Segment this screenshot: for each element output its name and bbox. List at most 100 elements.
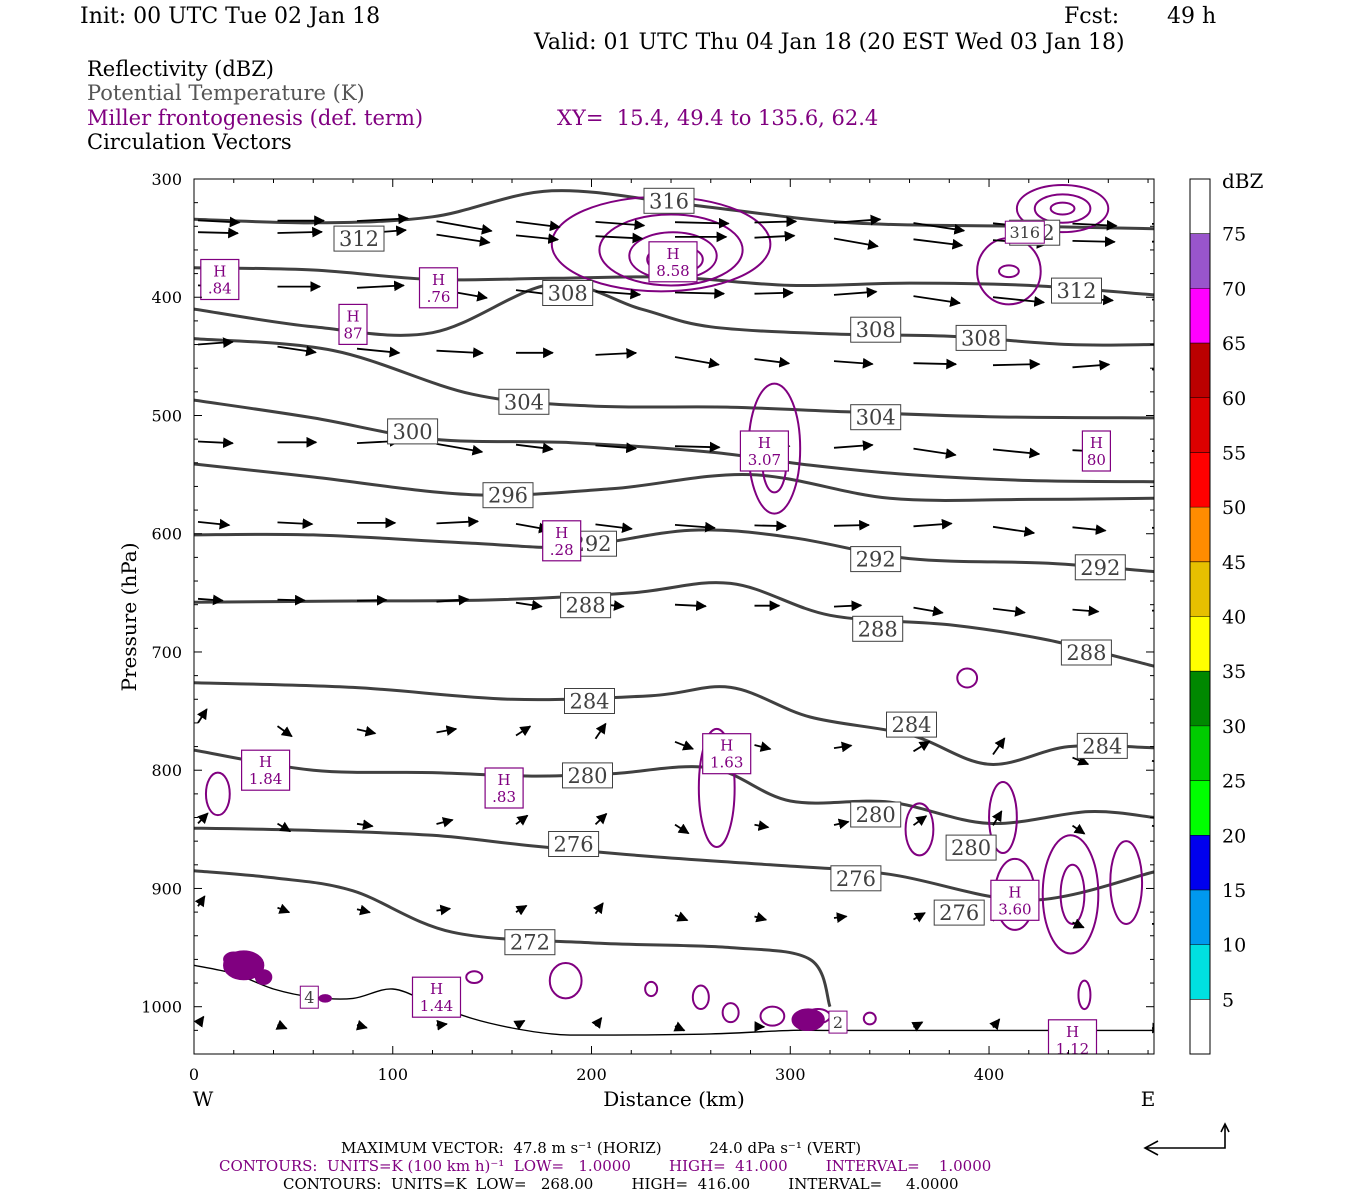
theta-label-296: 296 <box>482 482 534 509</box>
frontogenesis-partial-text: 316 <box>1010 223 1041 242</box>
circulation-vector <box>436 516 480 528</box>
y-axis-label: Pressure (hPa) <box>117 543 141 692</box>
frontogenesis-maximum: H3.60 <box>990 879 1040 921</box>
theta-label-304: 304 <box>850 404 902 431</box>
theta-label-box <box>333 225 385 252</box>
theta-label-308: 308 <box>955 324 1007 351</box>
theta-label-304: 304 <box>498 388 550 415</box>
circulation-vector <box>436 233 491 247</box>
circulation-vector <box>911 1021 924 1032</box>
theta-label-box <box>830 865 882 892</box>
theta-label-box <box>852 615 904 642</box>
colorbar-label: 20 <box>1222 825 1246 847</box>
circulation-vector <box>833 440 874 452</box>
theta-label-text: 296 <box>488 484 528 508</box>
colorbar-label: 65 <box>1222 333 1246 355</box>
circulation-vector <box>436 594 470 606</box>
circulation-vector <box>436 725 458 736</box>
frontogenesis-max-box <box>411 976 462 1018</box>
theta-label-text: 272 <box>510 931 550 955</box>
frontogenesis-maximum: H1.44 <box>411 976 462 1018</box>
circulation-vector <box>1072 524 1107 536</box>
colorbar-segment <box>1190 999 1210 1054</box>
circulation-vector <box>833 818 850 830</box>
dbz-colorbar: dBZ 5 10 15 20 25 30 35 40 45 50 55 60 65 70 75 <box>1189 169 1264 1055</box>
theta-label-box <box>643 187 695 214</box>
circulation-vector <box>595 219 646 231</box>
x-axis-label: Distance (km) <box>603 1087 745 1111</box>
y-tick-label: 800 <box>151 761 182 780</box>
valid-time: Valid: 01 UTC Thu 04 Jan 18 (20 EST Wed … <box>534 30 1125 55</box>
circulation-vector <box>913 295 961 307</box>
frontogenesis-contour <box>598 213 744 287</box>
circulation-vector <box>197 227 239 239</box>
circulation-vector <box>674 740 695 751</box>
frontogenesis-maximum: H8.58 <box>648 241 698 283</box>
field-circulation-vectors: Circulation Vectors <box>87 130 292 154</box>
circulation-vector <box>594 812 608 826</box>
circulation-vector <box>754 216 798 228</box>
circulation-vector <box>833 519 870 531</box>
axes: 0 100 200 300 400 300 400 500 600 700 800 900 1000 <box>141 170 1154 1084</box>
forecast-label: Fcst: <box>1064 4 1120 29</box>
frontogenesis-contour <box>1109 840 1144 925</box>
frontogenesis-dense-contours <box>791 1008 825 1032</box>
theta-label-text: 284 <box>1082 734 1122 758</box>
circulation-vector <box>992 606 1026 617</box>
frontogenesis-partial-label: 316 <box>1004 220 1045 244</box>
frontogenesis-max-value: .76 <box>427 288 451 306</box>
frontogenesis-maximum: H87 <box>338 303 368 345</box>
circulation-vector <box>591 1017 603 1029</box>
frontogenesis-partial-label: 4 <box>299 985 319 1009</box>
circulation-vector <box>356 346 401 358</box>
x-tick-label: 300 <box>775 1065 806 1084</box>
colorbar-segment <box>1190 725 1210 781</box>
frontogenesis-maximum: H.76 <box>418 267 459 309</box>
theta-label-280: 280 <box>562 762 613 789</box>
colorbar-segment <box>1190 561 1210 617</box>
circulation-vector <box>197 708 208 724</box>
colorbar-segment <box>1190 507 1210 562</box>
theta-label-300: 300 <box>387 418 439 445</box>
circulation-vector <box>913 740 931 753</box>
theta-label-text: 288 <box>566 594 606 618</box>
colorbar-segment <box>1190 233 1210 289</box>
frontogenesis-max-symbol: H <box>1008 883 1021 901</box>
frontogenesis-max-symbol: H <box>720 737 733 755</box>
circulation-vector <box>674 217 730 229</box>
frontogenesis-maximum: H1.63 <box>702 733 752 775</box>
frontogenesis-max-value: 1.84 <box>249 770 282 788</box>
circulation-vector <box>356 725 377 737</box>
colorbar-segment <box>1190 288 1210 344</box>
theta-label-box <box>850 546 902 573</box>
frontogenesis-contour <box>644 980 659 998</box>
colorbar-segment <box>1190 671 1210 726</box>
theta-label-288: 288 <box>852 615 904 642</box>
colorbar-segment <box>1190 889 1210 945</box>
circulation-vector <box>356 819 374 831</box>
y-tick-label: 400 <box>151 288 182 307</box>
circulation-vector <box>1151 609 1154 612</box>
circulation-vector <box>1072 359 1111 371</box>
maximum-vector-note: MAXIMUM VECTOR: 47.8 m s⁻¹ (HORIZ) 24.0 … <box>341 1139 862 1157</box>
frontogenesis-maximum: H1.84 <box>241 749 291 791</box>
circulation-vector <box>913 912 926 923</box>
theta-label-box <box>1076 732 1128 759</box>
circulation-vector <box>674 441 721 453</box>
circulation-vector <box>992 296 1046 307</box>
circulation-vector <box>754 287 794 299</box>
frontogenesis-partial-text: 2 <box>833 1013 843 1032</box>
circulation-vector <box>913 238 964 250</box>
theta-label-box <box>955 324 1007 351</box>
frontogenesis-contour <box>862 1011 877 1026</box>
theta-contour-284 <box>194 681 1154 766</box>
circulation-vector <box>197 518 231 530</box>
theta-label-text: 276 <box>836 867 876 891</box>
circulation-vector <box>515 725 532 737</box>
colorbar-label: 75 <box>1222 224 1246 246</box>
theta-label-text: 284 <box>569 690 609 714</box>
theta-label-text: 276 <box>939 901 979 925</box>
circulation-vector <box>595 288 642 300</box>
frontogenesis-maximum: H1.12 <box>1047 1019 1098 1054</box>
circulation-vector <box>754 820 770 831</box>
